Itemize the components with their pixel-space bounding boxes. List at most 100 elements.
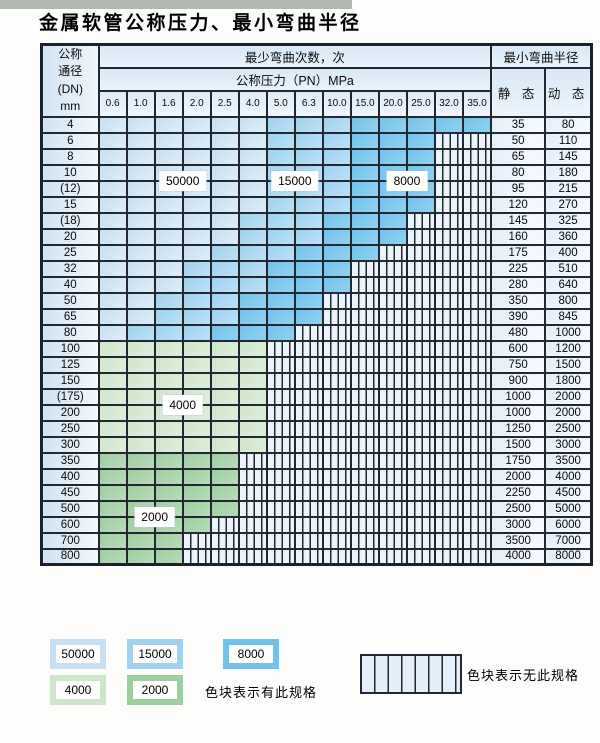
no-spec-cell	[265, 515, 296, 534]
spec-zone-cell	[125, 435, 156, 454]
spec-zone-cell	[209, 355, 240, 374]
no-spec-cell	[461, 403, 493, 422]
no-spec-cell	[265, 483, 296, 502]
spec-zone-cell	[349, 163, 380, 182]
no-spec-cell	[433, 179, 465, 198]
pressure-tick: 2.5	[209, 89, 240, 118]
spec-zone-cell	[209, 499, 240, 518]
scan-artifact-strip	[0, 0, 352, 9]
no-spec-cell	[349, 547, 380, 566]
spec-zone-cell	[97, 131, 128, 150]
spec-zone-cell	[293, 291, 324, 310]
dn-cell: 300	[40, 435, 100, 454]
spec-zone-cell	[97, 451, 128, 470]
no-spec-cell	[377, 307, 408, 326]
spec-zone-cell	[209, 435, 240, 454]
spec-zone-cell	[265, 131, 296, 150]
no-spec-cell	[265, 339, 296, 358]
pressure-tick: 10.0	[321, 89, 352, 118]
static-radius-cell: 1750	[490, 451, 547, 470]
no-spec-cell	[405, 323, 436, 342]
no-spec-cell	[265, 451, 296, 470]
no-spec-cell	[377, 355, 408, 374]
dn-header-line: mm	[60, 99, 81, 114]
no-spec-cell	[405, 419, 436, 438]
radius-header: 最小弯曲半径	[490, 43, 593, 69]
spec-zone-cell	[97, 419, 128, 438]
legend-swatch-2000: 2000	[127, 675, 183, 705]
spec-zone-cell	[265, 323, 296, 342]
no-spec-cell	[377, 483, 408, 502]
no-spec-cell	[405, 371, 436, 390]
no-spec-cell	[293, 419, 324, 438]
spec-zone-cell	[181, 515, 212, 534]
spec-zone-cell	[125, 275, 156, 294]
no-spec-cell	[405, 403, 436, 422]
dynamic-radius-cell: 8000	[544, 547, 593, 566]
no-spec-cell	[461, 291, 493, 310]
static-radius-cell: 3000	[490, 515, 547, 534]
spec-zone-cell	[125, 259, 156, 278]
static-radius-cell: 225	[490, 259, 547, 278]
spec-zone-cell	[209, 131, 240, 150]
spec-zone-cell	[97, 371, 128, 390]
no-spec-cell	[433, 435, 465, 454]
spec-zone-cell	[97, 275, 128, 294]
no-spec-cell	[237, 531, 268, 550]
spec-zone-cell	[209, 323, 240, 342]
static-radius-cell: 2000	[490, 467, 547, 486]
spec-zone-cell	[125, 323, 156, 342]
no-spec-cell	[377, 515, 408, 534]
spec-zone-cell	[293, 307, 324, 326]
legend-no-spec-swatch	[360, 654, 462, 694]
no-spec-cell	[293, 547, 324, 566]
no-spec-cell	[433, 323, 465, 342]
no-spec-cell	[377, 371, 408, 390]
spec-zone-cell	[153, 307, 184, 326]
table-row: 700 3500 7000	[40, 531, 593, 550]
spec-zone-cell	[321, 163, 352, 182]
pressure-tick: 2.0	[181, 89, 212, 118]
static-radius-cell: 1000	[490, 387, 547, 406]
no-spec-cell	[433, 467, 465, 486]
spec-zone-cell	[405, 195, 436, 214]
no-spec-cell	[405, 531, 436, 550]
dynamic-radius-cell: 845	[544, 307, 593, 326]
static-radius-cell: 390	[490, 307, 547, 326]
no-spec-cell	[405, 291, 436, 310]
no-spec-cell	[265, 355, 296, 374]
spec-zone-cell	[125, 115, 156, 134]
no-spec-cell	[349, 483, 380, 502]
dn-header-line: (DN)	[57, 81, 83, 96]
dynamic-radius-cell: 4500	[544, 483, 593, 502]
legend-swatch-label: 15000	[133, 645, 177, 663]
no-spec-cell	[433, 163, 465, 182]
pressure-tick: 5.0	[265, 89, 296, 118]
no-spec-cell	[461, 467, 493, 486]
table-row: 4 35 80	[40, 115, 593, 134]
no-spec-cell	[237, 467, 268, 486]
spec-zone-cell	[153, 547, 184, 566]
spec-zone-cell	[209, 259, 240, 278]
spec-zone-cell	[97, 307, 128, 326]
spec-table-grid: 公称 通径 (DN) mm 最少弯曲次数，次 最小弯曲半径 公称压力（PN）MPa 静 态动 …	[40, 43, 593, 567]
table-row: 40 280 640	[40, 275, 593, 294]
table-row: 250 1250 2500	[40, 419, 593, 438]
no-spec-cell	[209, 531, 240, 550]
no-spec-cell	[433, 307, 465, 326]
dn-cell: 250	[40, 419, 100, 438]
no-spec-cell	[461, 339, 493, 358]
spec-zone-cell	[237, 403, 268, 422]
spec-zone-cell	[265, 227, 296, 246]
dynamic-radius-cell: 800	[544, 291, 593, 310]
no-spec-cell	[265, 387, 296, 406]
spec-zone-cell	[97, 483, 128, 502]
spec-zone-cell	[153, 211, 184, 230]
no-spec-cell	[405, 307, 436, 326]
no-spec-cell	[293, 403, 324, 422]
no-spec-cell	[181, 531, 212, 550]
dynamic-radius-cell: 180	[544, 163, 593, 182]
legend-no-spec-note: 色块表示无此规格	[467, 668, 580, 683]
spec-zone-cell	[181, 275, 212, 294]
dynamic-radius-cell: 2500	[544, 419, 593, 438]
